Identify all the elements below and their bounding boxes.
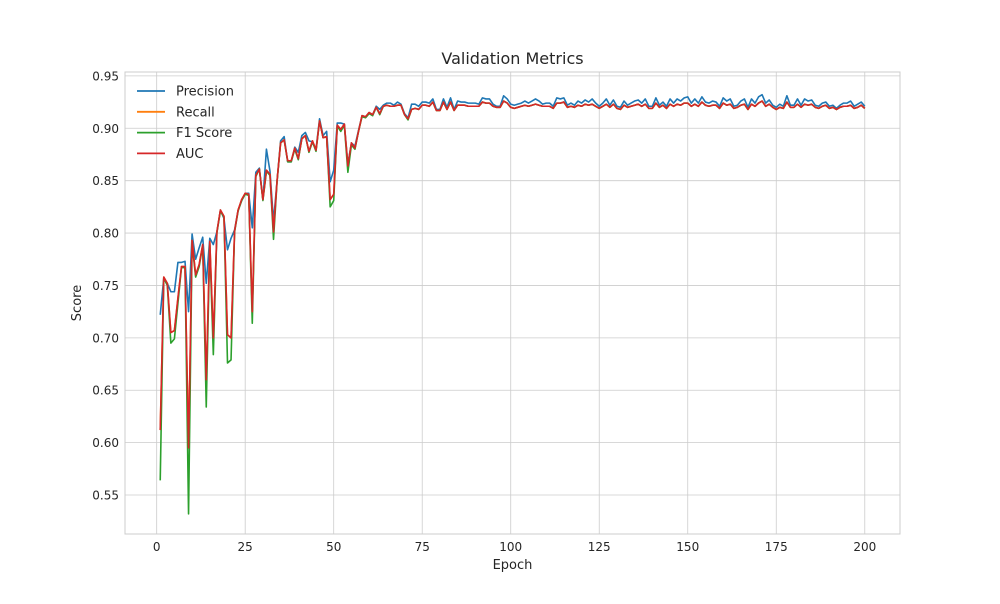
plot-area: [124, 71, 901, 535]
plot-background: [125, 72, 900, 534]
y-tick-label: 0.85: [92, 174, 119, 188]
x-axis-ticks: 0 25 50 75 100 125 150 175 200: [153, 540, 876, 554]
plot-frame: [124, 71, 901, 535]
chart-title: Validation Metrics: [441, 49, 583, 68]
y-tick-label: 0.55: [92, 489, 119, 503]
y-tick-label: 0.70: [92, 331, 119, 345]
x-tick-label: 25: [238, 540, 253, 554]
y-axis-ticks: 0.55 0.60 0.65 0.70 0.75 0.80 0.85 0.90 0.95: [92, 69, 119, 502]
legend: Precision Recall F1 Score AUC: [137, 85, 234, 162]
x-axis-label: Epoch: [493, 558, 533, 573]
grid-lines: [125, 72, 900, 534]
x-tick-label: 0: [153, 540, 161, 554]
x-tick-label: 100: [499, 540, 522, 554]
legend-label-auc: AUC: [176, 147, 204, 162]
x-tick-label: 125: [588, 540, 611, 554]
legend-label-f1-score: F1 Score: [176, 126, 232, 141]
y-tick-label: 0.60: [92, 436, 119, 450]
x-tick-label: 150: [676, 540, 699, 554]
y-tick-label: 0.75: [92, 279, 119, 293]
legend-label-precision: Precision: [176, 85, 234, 100]
y-tick-label: 0.65: [92, 384, 119, 398]
x-tick-label: 75: [415, 540, 430, 554]
series-lines: [159, 93, 866, 515]
y-tick-label: 0.80: [92, 227, 119, 241]
x-tick-label: 200: [853, 540, 876, 554]
legend-label-recall: Recall: [176, 105, 215, 120]
y-tick-label: 0.90: [92, 122, 119, 136]
series-line-auc: [159, 100, 866, 449]
x-tick-label: 50: [326, 540, 341, 554]
x-tick-label: 175: [765, 540, 788, 554]
y-tick-label: 0.95: [92, 69, 119, 83]
y-axis-label: Score: [70, 285, 85, 321]
